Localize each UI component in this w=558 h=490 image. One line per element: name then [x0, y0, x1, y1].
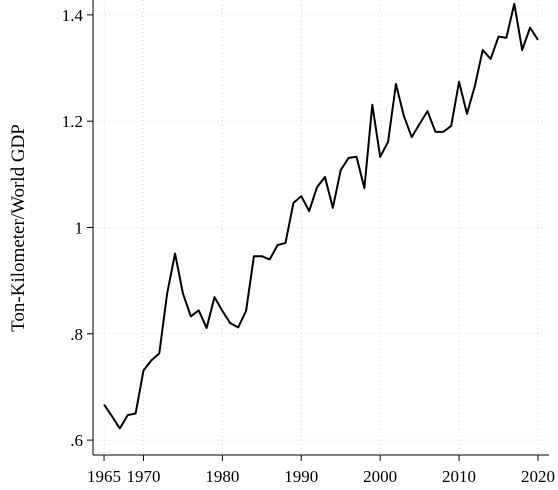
x-tick-label: 2010: [442, 467, 476, 486]
y-tick-label: 1: [75, 219, 84, 238]
y-tick-label: 1.2: [62, 112, 83, 131]
x-tick-label: 1990: [284, 467, 318, 486]
line: [103, 2, 539, 430]
x-tick-label: 1970: [126, 467, 160, 486]
x-tick-label: 1980: [205, 467, 239, 486]
x-tick-label: 2020: [521, 467, 555, 486]
y-tick-label: 1.4: [62, 6, 84, 25]
x-tick-label: 2000: [363, 467, 397, 486]
x-tick-label: 1965: [87, 467, 121, 486]
y-tick-label: .6: [70, 431, 83, 450]
y-tick-label: .8: [70, 325, 83, 344]
y-axis-title: Ton-Kilometer/World GDP: [8, 124, 29, 332]
